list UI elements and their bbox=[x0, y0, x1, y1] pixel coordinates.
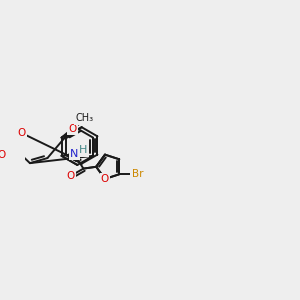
Text: O: O bbox=[67, 171, 75, 181]
Text: Br: Br bbox=[132, 169, 143, 179]
Text: N: N bbox=[70, 149, 79, 159]
Text: O: O bbox=[17, 128, 25, 138]
Text: O: O bbox=[0, 150, 5, 160]
Text: H: H bbox=[79, 146, 88, 155]
Text: O: O bbox=[68, 124, 76, 134]
Text: O: O bbox=[101, 174, 109, 184]
Text: CH₃: CH₃ bbox=[75, 113, 93, 124]
